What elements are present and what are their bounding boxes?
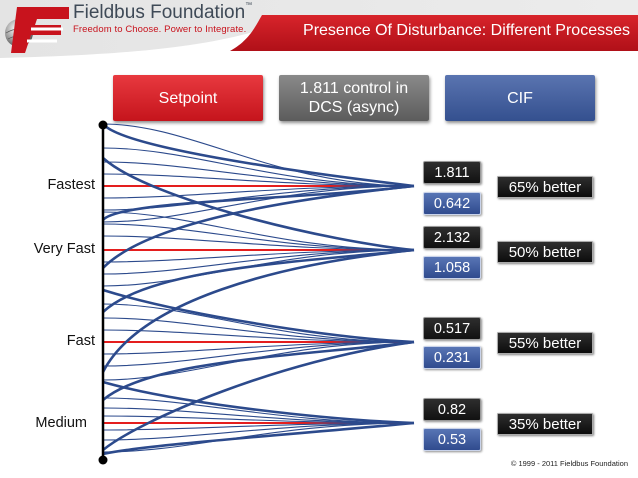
cif-value-fast: 0.231 xyxy=(423,346,481,369)
slide-title: Presence Of Disturbance: Different Proce… xyxy=(303,22,630,39)
row-label-fast: Fast xyxy=(66,333,95,349)
thin-trace-very-fast-2 xyxy=(102,235,415,251)
brand-name: Fieldbus Foundation™ xyxy=(73,2,253,23)
improvement-medium: 35% better xyxy=(497,413,593,435)
improvement-fast: 55% better xyxy=(497,332,593,354)
axis-top-dot xyxy=(98,120,108,130)
thin-trace-fastest-0 xyxy=(102,123,415,187)
improvement-fastest: 65% better xyxy=(497,176,593,198)
disturbance-curve-0 xyxy=(102,123,415,188)
dcs-value-very-fast: 2.132 xyxy=(423,226,481,249)
axis-bottom-dot xyxy=(98,455,108,465)
cif-value-very-fast: 1.058 xyxy=(423,256,481,279)
disturbance-curve-3 xyxy=(102,184,415,269)
row-label-fastest: Fastest xyxy=(47,177,95,193)
dcs-value-fast: 0.517 xyxy=(423,317,481,340)
copyright-notice: © 1999 - 2011 Fieldbus Foundation xyxy=(510,459,628,468)
disturbance-curve-10 xyxy=(102,421,415,456)
cif-value-fastest: 0.642 xyxy=(423,192,481,215)
thin-trace-fastest-3 xyxy=(102,173,415,187)
thin-trace-fastest-6 xyxy=(102,185,415,223)
row-label-medium: Medium xyxy=(35,415,87,431)
dcs-header: 1.811 control in DCS (async) xyxy=(279,75,429,121)
disturbance-curve-8 xyxy=(102,380,415,425)
disturbance-curve-7 xyxy=(102,340,415,401)
cif-header: CIF xyxy=(445,75,595,121)
setpoint-header: Setpoint xyxy=(113,75,263,121)
disturbance-curve-6 xyxy=(101,248,415,373)
thin-trace-fastest-1 xyxy=(102,147,415,187)
disturbance-curve-2 xyxy=(102,157,415,252)
thin-trace-medium-2 xyxy=(102,415,415,424)
thin-trace-fast-4 xyxy=(102,341,415,367)
improvement-very-fast: 50% better xyxy=(497,241,593,263)
dcs-value-fastest: 1.811 xyxy=(423,161,481,184)
cif-value-medium: 0.53 xyxy=(423,428,481,451)
disturbance-curve-9 xyxy=(102,340,415,452)
fieldbus-logo-icon xyxy=(5,7,69,53)
thin-trace-very-fast-1 xyxy=(102,223,415,251)
thin-trace-very-fast-0 xyxy=(102,211,415,251)
title-bar xyxy=(230,15,638,51)
dcs-value-medium: 0.82 xyxy=(423,398,481,421)
brand-tagline: Freedom to Choose. Power to Integrate. xyxy=(73,24,247,35)
header-background xyxy=(0,0,638,58)
disturbance-curve-5 xyxy=(102,288,415,344)
thin-trace-fast-0 xyxy=(102,303,415,343)
row-label-very-fast: Very Fast xyxy=(33,241,95,257)
